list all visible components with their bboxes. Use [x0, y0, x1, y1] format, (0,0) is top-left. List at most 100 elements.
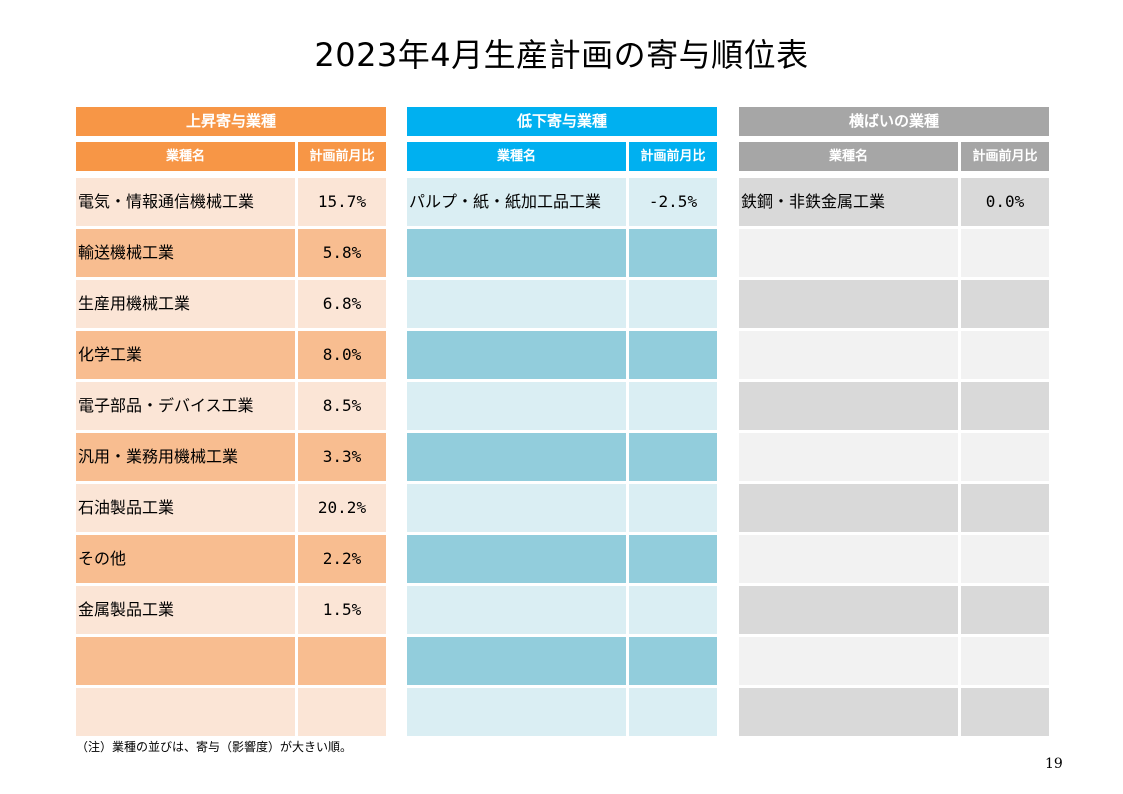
industry-name-cell: 生産用機械工業 [76, 280, 295, 328]
column-header-name: 業種名 [739, 142, 958, 171]
month-over-month-cell: 3.3% [298, 433, 386, 481]
industry-name-cell [739, 688, 958, 736]
table-row [407, 382, 717, 430]
month-over-month-cell: 15.7% [298, 178, 386, 226]
industry-name-cell [407, 637, 626, 685]
industry-name-cell [407, 382, 626, 430]
month-over-month-cell: 8.0% [298, 331, 386, 379]
industry-name-cell: 電気・情報通信機械工業 [76, 178, 295, 226]
column-header-name: 業種名 [407, 142, 626, 171]
month-over-month-cell: 1.5% [298, 586, 386, 634]
industry-name-cell [407, 688, 626, 736]
industry-name-cell: 輸送機械工業 [76, 229, 295, 277]
month-over-month-cell [629, 535, 717, 583]
table-row: 化学工業 8.0% [76, 331, 386, 379]
industry-name-cell: 化学工業 [76, 331, 295, 379]
month-over-month-cell [629, 688, 717, 736]
table-row [407, 535, 717, 583]
table-row [76, 637, 386, 685]
table-row [407, 637, 717, 685]
table-row [739, 229, 1049, 277]
industry-name-cell [407, 280, 626, 328]
table-row: 金属製品工業 1.5% [76, 586, 386, 634]
rising-rows: 電気・情報通信機械工業 15.7% 輸送機械工業 5.8% 生産用機械工業 6.8% 化学工… [76, 178, 386, 736]
month-over-month-cell: -2.5% [629, 178, 717, 226]
table-row [739, 484, 1049, 532]
month-over-month-cell: 5.8% [298, 229, 386, 277]
industry-name-cell [407, 331, 626, 379]
industry-name-cell [407, 484, 626, 532]
industry-name-cell [739, 484, 958, 532]
month-over-month-cell [961, 688, 1049, 736]
month-over-month-cell [961, 331, 1049, 379]
table-row [407, 484, 717, 532]
table-row [739, 535, 1049, 583]
flat-rows: 鉄鋼・非鉄金属工業 0.0% [739, 178, 1049, 736]
table-row [407, 688, 717, 736]
table-row [739, 331, 1049, 379]
table-row: 汎用・業務用機械工業 3.3% [76, 433, 386, 481]
table-row: 石油製品工業 20.2% [76, 484, 386, 532]
month-over-month-cell [961, 280, 1049, 328]
month-over-month-cell: 8.5% [298, 382, 386, 430]
month-over-month-cell [961, 229, 1049, 277]
industry-name-cell [739, 229, 958, 277]
industry-name-cell [407, 586, 626, 634]
month-over-month-cell [629, 280, 717, 328]
industry-name-cell: 石油製品工業 [76, 484, 295, 532]
industry-name-cell: その他 [76, 535, 295, 583]
industry-name-cell [739, 382, 958, 430]
industry-name-cell [739, 433, 958, 481]
month-over-month-cell [629, 484, 717, 532]
month-over-month-cell [629, 433, 717, 481]
industry-name-cell [76, 688, 295, 736]
month-over-month-cell [961, 535, 1049, 583]
table-row [407, 586, 717, 634]
industry-name-cell [739, 535, 958, 583]
industry-name-cell [739, 637, 958, 685]
table-row [739, 637, 1049, 685]
month-over-month-cell [298, 637, 386, 685]
industry-name-cell [407, 433, 626, 481]
table-row: 生産用機械工業 6.8% [76, 280, 386, 328]
month-over-month-cell [298, 688, 386, 736]
table-row [407, 331, 717, 379]
rising-contribution-table: 上昇寄与業種 業種名 計画前月比 電気・情報通信機械工業 15.7% 輸送機械工業 5… [76, 107, 386, 739]
flat-contribution-table: 横ばいの業種 業種名 計画前月比 鉄鋼・非鉄金属工業 0.0% [739, 107, 1049, 739]
industry-name-cell: 金属製品工業 [76, 586, 295, 634]
falling-header: 低下寄与業種 [407, 107, 717, 136]
table-row: パルプ・紙・紙加工品工業 -2.5% [407, 178, 717, 226]
table-row [407, 280, 717, 328]
month-over-month-cell [961, 586, 1049, 634]
month-over-month-cell: 2.2% [298, 535, 386, 583]
column-header-value: 計画前月比 [629, 142, 717, 171]
table-row: 輸送機械工業 5.8% [76, 229, 386, 277]
table-row [739, 382, 1049, 430]
table-row [407, 229, 717, 277]
month-over-month-cell [629, 229, 717, 277]
industry-name-cell: 汎用・業務用機械工業 [76, 433, 295, 481]
footnote: （注）業種の並びは、寄与（影響度）が大きい順。 [76, 740, 353, 754]
table-row: 電気・情報通信機械工業 15.7% [76, 178, 386, 226]
industry-name-cell [407, 535, 626, 583]
falling-rows: パルプ・紙・紙加工品工業 -2.5% [407, 178, 717, 736]
rising-header: 上昇寄与業種 [76, 107, 386, 136]
month-over-month-cell [961, 484, 1049, 532]
table-row: 鉄鋼・非鉄金属工業 0.0% [739, 178, 1049, 226]
industry-name-cell [739, 331, 958, 379]
industry-name-cell [407, 229, 626, 277]
month-over-month-cell [961, 637, 1049, 685]
flat-column-headers: 業種名 計画前月比 [739, 142, 1049, 171]
table-row [739, 433, 1049, 481]
table-row: 電子部品・デバイス工業 8.5% [76, 382, 386, 430]
column-header-value: 計画前月比 [298, 142, 386, 171]
industry-name-cell: パルプ・紙・紙加工品工業 [407, 178, 626, 226]
industry-name-cell: 電子部品・デバイス工業 [76, 382, 295, 430]
industry-name-cell [739, 586, 958, 634]
falling-column-headers: 業種名 計画前月比 [407, 142, 717, 171]
falling-contribution-table: 低下寄与業種 業種名 計画前月比 パルプ・紙・紙加工品工業 -2.5% [407, 107, 717, 739]
industry-name-cell [739, 280, 958, 328]
table-row [739, 280, 1049, 328]
rising-column-headers: 業種名 計画前月比 [76, 142, 386, 171]
month-over-month-cell [629, 637, 717, 685]
